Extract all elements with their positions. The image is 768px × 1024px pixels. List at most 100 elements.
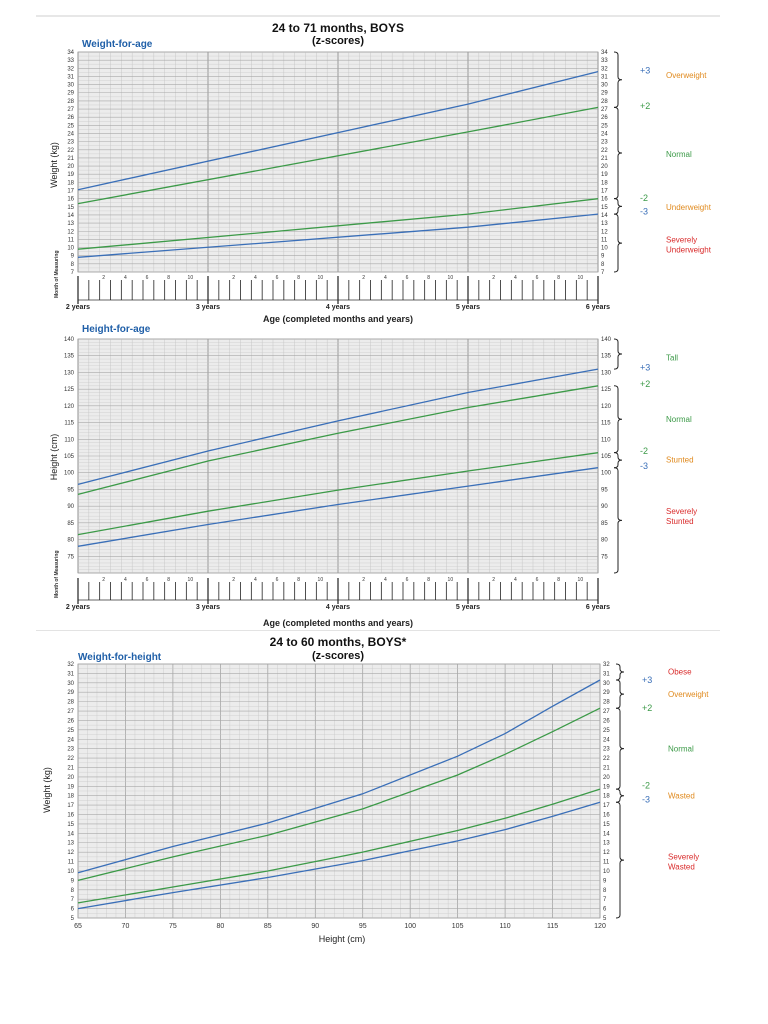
category-label: Underweight (666, 203, 712, 212)
year-label: 4 years (326, 604, 350, 611)
y-tick-label-right: 11 (603, 860, 610, 866)
y-tick-label: 28 (67, 99, 74, 105)
month-label: 6 (146, 577, 149, 583)
y-tick-label: 10 (67, 869, 74, 875)
month-label: 2 (102, 577, 105, 583)
y-tick-label-right: 23 (603, 747, 610, 753)
y-tick-label-right: 11 (601, 237, 608, 243)
year-label: 6 years (586, 604, 610, 611)
y-tick-label-right: 18 (603, 794, 610, 800)
category-label: Overweight (668, 690, 709, 699)
category-bracket (615, 788, 625, 803)
category-bracket (613, 467, 623, 574)
y-axis-label: Weight (kg) (49, 142, 59, 188)
y-tick-label: 32 (67, 662, 74, 668)
month-label: 2 (492, 275, 495, 281)
y-tick-label-right: 32 (603, 662, 610, 668)
y-tick-label: 5 (71, 916, 75, 922)
y-tick-label-right: 85 (601, 521, 608, 527)
y-tick-label-right: 23 (601, 140, 608, 146)
y-tick-label-right: 20 (603, 775, 610, 781)
y-tick-label: 29 (67, 91, 74, 97)
y-tick-label-right: 20 (601, 164, 608, 170)
y-tick-label-right: 10 (601, 246, 608, 252)
y-tick-label-right: 33 (601, 58, 608, 64)
month-label: 8 (557, 275, 560, 281)
z-score-label: -2 (642, 780, 650, 790)
year-label: 2 years (66, 604, 90, 611)
y-tick-label: 16 (67, 197, 74, 203)
z-score-label: -2 (640, 193, 648, 203)
weight-for-height-panel: 24 to 60 months, BOYS* (z-scores) Weight… (0, 630, 768, 950)
y-tick-label: 95 (67, 487, 74, 493)
y-tick-label-right: 19 (603, 784, 610, 790)
y-tick-label: 105 (64, 454, 75, 460)
y-tick-label: 31 (67, 671, 74, 677)
y-tick-label-right: 130 (601, 370, 612, 376)
y-tick-label-right: 18 (601, 180, 608, 186)
category-bracket (615, 707, 625, 790)
z-score-label: -2 (640, 446, 648, 456)
y-tick-label-right: 15 (601, 205, 608, 211)
y-tick-label-right: 28 (603, 700, 610, 706)
month-label: 8 (297, 577, 300, 583)
y-tick-label: 27 (67, 709, 74, 715)
category-label: Wasted (668, 792, 695, 801)
month-label: 8 (167, 275, 170, 281)
x-axis-label: Age (completed months and years) (263, 314, 413, 324)
y-tick-label: 30 (67, 83, 74, 89)
z-score-label: -3 (640, 461, 648, 471)
category-label: Wasted (668, 863, 695, 872)
y-tick-label-right: 13 (603, 841, 610, 847)
month-label: 8 (167, 577, 170, 583)
y-tick-label-right: 30 (601, 83, 608, 89)
month-label: 4 (514, 577, 517, 583)
x-tick-label: 110 (500, 923, 511, 930)
chart-label: Height-for-age (82, 324, 151, 335)
y-tick-label-right: 21 (601, 156, 608, 162)
x-tick-label: 120 (594, 923, 606, 930)
y-tick-label: 19 (67, 172, 74, 178)
month-label: 2 (492, 577, 495, 583)
y-tick-label: 22 (67, 756, 74, 762)
category-label: Stunted (666, 517, 694, 526)
x-axis-label: Height (cm) (319, 934, 366, 944)
y-tick-label-right: 95 (601, 487, 608, 493)
month-label: 8 (297, 275, 300, 281)
y-tick-label-right: 28 (601, 99, 608, 105)
month-label: 2 (232, 275, 235, 281)
y-tick-label-right: 17 (601, 189, 608, 195)
category-label: Obese (668, 668, 692, 677)
y-tick-label: 140 (64, 337, 75, 343)
y-tick-label-right: 7 (601, 270, 605, 276)
month-label: 4 (384, 275, 387, 281)
category-label: Normal (666, 415, 692, 424)
year-label: 5 years (456, 604, 480, 611)
y-tick-label: 18 (67, 180, 74, 186)
series-line-zminus3 (77, 801, 601, 910)
y-tick-label: 8 (71, 888, 75, 894)
month-label: 4 (124, 577, 127, 583)
month-label: 10 (318, 275, 324, 281)
y-tick-label: 9 (71, 254, 75, 260)
y-tick-label: 23 (67, 747, 74, 753)
category-bracket (613, 452, 623, 469)
x-tick-label: 95 (359, 923, 367, 930)
category-bracket (615, 679, 625, 709)
y-tick-label-right: 120 (601, 404, 612, 410)
y-tick-label: 8 (71, 262, 75, 268)
y-tick-label: 12 (67, 229, 74, 235)
month-label: 4 (514, 275, 517, 281)
y-tick-label-right: 26 (603, 718, 610, 724)
series-line-zplus2 (77, 385, 599, 496)
y-tick-label-right: 125 (601, 387, 612, 393)
category-label: Severely (666, 235, 697, 244)
category-label: Overweight (666, 71, 707, 80)
x-tick-label: 105 (452, 923, 464, 930)
category-label: Normal (668, 745, 694, 754)
y-tick-label: 120 (64, 404, 75, 410)
x-tick-label: 75 (169, 923, 177, 930)
z-score-label: +2 (640, 379, 650, 389)
y-tick-label: 11 (68, 860, 75, 866)
y-tick-label-right: 31 (601, 74, 608, 80)
